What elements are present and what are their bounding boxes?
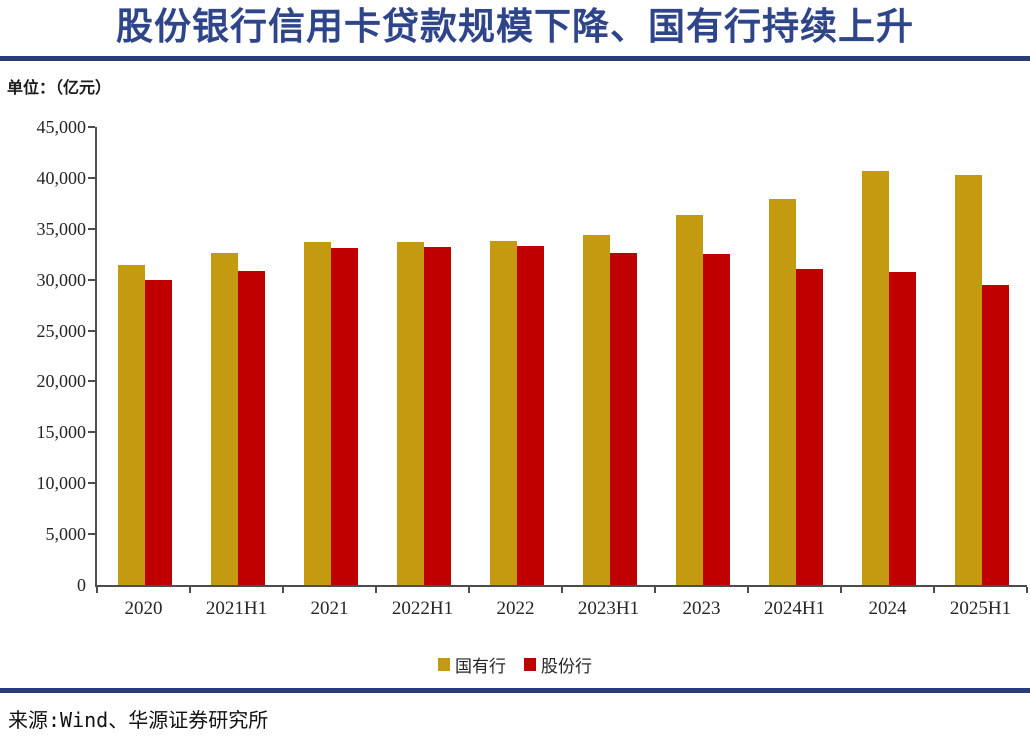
bar-国有行-2024 [862, 170, 889, 585]
y-axis-tick-label: 30,000 [36, 269, 87, 290]
bar-国有行-2024H1 [769, 199, 796, 585]
y-axis-tick [88, 126, 95, 128]
legend-item-joint-stock-banks: 股份行 [524, 652, 592, 677]
x-axis-category-label: 2025H1 [949, 598, 1012, 619]
source-note: 来源:Wind、华源证券研究所 [8, 708, 269, 732]
x-axis-tick [1026, 587, 1028, 593]
x-axis-tick [561, 587, 563, 593]
bar-股份行-2024 [889, 271, 916, 585]
y-axis-tick [88, 431, 95, 434]
x-axis-tick [96, 587, 98, 593]
bar-国有行-2020 [118, 265, 145, 585]
bar-股份行-2021H1 [238, 270, 265, 585]
bar-股份行-2023 [703, 254, 730, 585]
bar-股份行-2022H1 [424, 247, 451, 585]
bar-国有行-2023H1 [583, 234, 610, 585]
x-axis-tick [840, 587, 842, 593]
y-axis-tick [88, 176, 95, 179]
x-axis-line [95, 585, 1027, 587]
bar-股份行-2024H1 [796, 269, 823, 585]
y-axis-tick-label: 10,000 [36, 473, 87, 494]
y-axis-tick-label: 5,000 [45, 524, 87, 545]
y-axis-tick-label: 45,000 [36, 117, 87, 137]
y-axis-tick-label: 20,000 [36, 371, 87, 392]
x-axis-category-label: 2024 [868, 598, 907, 619]
x-axis-tick [282, 587, 284, 593]
top-rule [0, 56, 1030, 61]
figure-title: 股份银行信用卡贷款规模下降、国有行持续上升 [116, 6, 914, 47]
y-axis-tick-label: 15,000 [36, 422, 87, 443]
bar-股份行-2020 [145, 279, 172, 585]
bar-股份行-2022 [517, 246, 544, 585]
x-axis-category-label: 2024H1 [763, 598, 826, 619]
y-axis-tick [88, 482, 95, 485]
y-axis-tick-label: 25,000 [36, 320, 87, 341]
unit-label: 单位：（亿元） [7, 80, 112, 97]
x-axis-tick [747, 587, 749, 593]
y-axis-line [95, 127, 97, 587]
bar-国有行-2025H1 [955, 174, 982, 585]
y-axis-tick-label: 0 [77, 575, 86, 595]
legend-label-state-owned-banks: 国有行 [455, 657, 506, 676]
x-axis-category-label: 2020 [124, 598, 163, 619]
legend-label-joint-stock-banks: 股份行 [541, 657, 592, 676]
legend-item-state-owned-banks: 国有行 [438, 652, 506, 677]
x-axis-tick [468, 587, 470, 593]
bar-国有行-2022H1 [397, 242, 424, 585]
bar-国有行-2023 [676, 214, 703, 585]
y-axis-tick [88, 227, 95, 230]
x-axis-tick [654, 587, 656, 593]
x-axis-tick [933, 587, 935, 593]
bar-国有行-2021 [304, 242, 331, 585]
legend-swatch-red [524, 658, 536, 671]
bar-股份行-2021 [331, 248, 358, 585]
x-axis-category-label: 2022H1 [391, 598, 454, 619]
y-axis-tick [88, 329, 95, 332]
x-axis-tick [375, 587, 377, 593]
y-axis-tick [88, 533, 95, 536]
bar-股份行-2025H1 [982, 284, 1009, 585]
x-axis-category-label: 2021 [310, 598, 349, 619]
bar-chart-plot-area: 0 5,000 10,000 15,000 20,000 25,000 30,000 35,0… [37, 117, 1028, 619]
bottom-rule [0, 688, 1030, 693]
x-axis-tick [189, 587, 191, 593]
y-axis-tick [88, 278, 95, 281]
x-axis-category-label: 2021H1 [205, 598, 268, 619]
x-axis-category-label: 2023 [682, 598, 721, 619]
legend: 国有行 股份行 [0, 652, 1030, 677]
y-axis-tick-label: 35,000 [36, 218, 87, 239]
x-axis-category-label: 2023H1 [577, 598, 640, 619]
legend-swatch-gold [438, 658, 450, 671]
bar-国有行-2021H1 [211, 253, 238, 585]
x-axis-category-label: 2022 [496, 598, 535, 619]
bar-国有行-2022 [490, 240, 517, 585]
y-axis-tick [88, 380, 95, 383]
y-axis-tick-label: 40,000 [36, 167, 87, 188]
bar-股份行-2023H1 [610, 253, 637, 585]
